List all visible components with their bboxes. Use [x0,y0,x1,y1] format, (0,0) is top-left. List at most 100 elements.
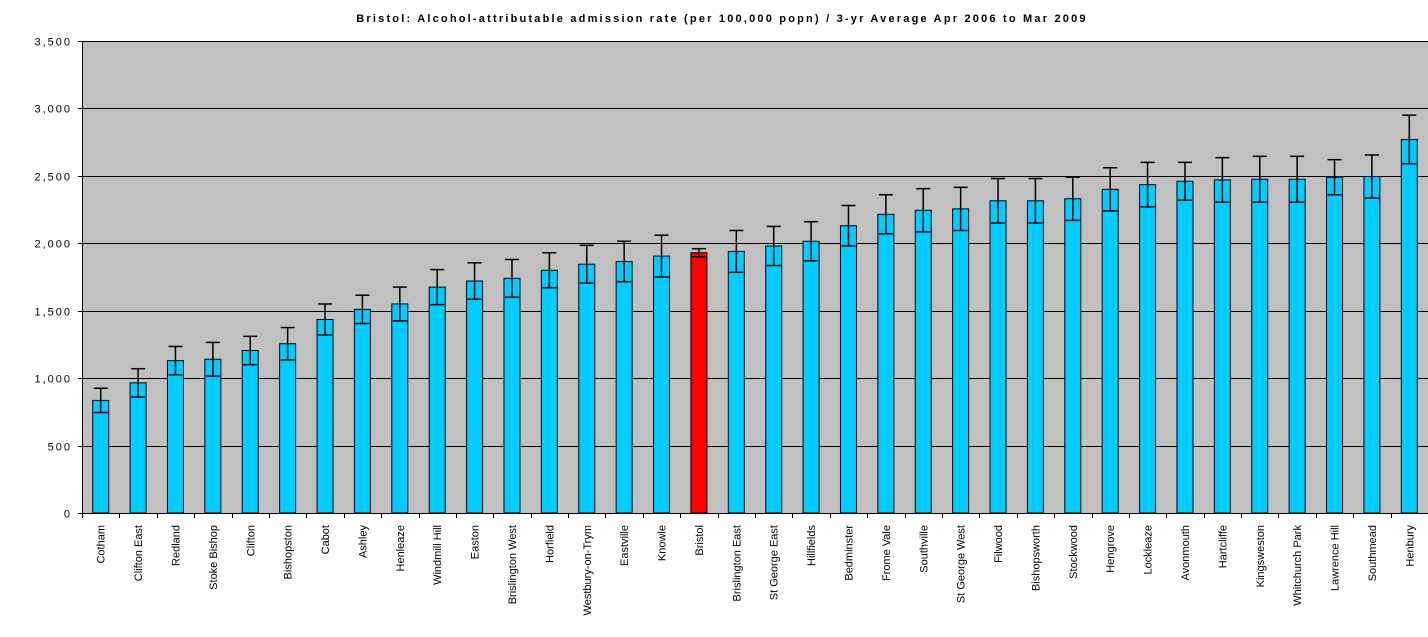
error-bar-st-george-west [953,186,968,232]
bar-avonmouth [1176,180,1194,514]
error-bar-brislington-west [504,258,519,298]
bar-easton [466,280,484,514]
bar-bristol [690,252,708,514]
x-axis-labels: Cotham Clifton East Redland Stoke Bishop Cli… [82,513,1416,615]
error-bar-hartcliffe [1215,156,1230,203]
y-tick-label: 0 [64,509,72,521]
error-bar-easton [467,262,482,301]
bar-lockleaze [1139,184,1157,514]
x-tick-label: Windmill Hill [432,525,444,585]
error-bar-stoke-bishop [205,341,220,377]
x-tick-label: Ashley [357,525,369,559]
bars [92,138,1418,514]
gridlines [82,41,1428,447]
x-tick-label: Bishopsworth [1030,525,1042,591]
error-bar-ashley [355,294,370,325]
bar-clifton [241,349,259,514]
x-tick-label: Bristol [694,525,706,556]
bar-whitchurch-park [1288,178,1306,514]
bar-stockwood [1064,198,1082,514]
error-bar-clifton [243,335,258,366]
x-tick-label: Knowle [657,525,669,561]
x-tick-label: Henbury [1404,525,1416,567]
error-bar-st-george-east [766,225,781,267]
y-tick-label: 2,500 [34,172,72,184]
bar-hartcliffe [1213,179,1231,514]
bar-henleaze [391,303,409,514]
error-bar-horfield [542,251,557,289]
error-bar-avonmouth [1177,161,1192,201]
bar-windmill-hill [428,286,446,514]
x-tick-label: Bishopston [283,525,295,579]
bar-hillfields [802,240,820,514]
x-tick-label: Avonmouth [1180,525,1192,580]
x-tick-label: Southville [918,525,930,573]
bar-bedminster [839,225,857,514]
bar-southville [914,209,932,514]
x-tick-label: Cotham [96,525,108,564]
bar-kingsweston [1251,178,1269,514]
x-tick-label: Lockleaze [1143,525,1155,575]
x-tick-label: Filwood [993,525,1005,563]
bar-brislington-west [503,277,521,514]
x-tick-label: Horfield [544,525,556,563]
error-bar-kingsweston [1252,155,1267,203]
bar-redland [166,360,184,514]
x-tick-label: Redland [170,525,182,566]
error-bar-westbury-on-trym [579,244,594,284]
error-bar-filwood [991,177,1006,224]
error-bars [93,114,1417,414]
error-bar-henbury [1402,114,1417,165]
y-tick-label: 2,000 [34,239,72,251]
x-tick-label: Stockwood [1068,525,1080,579]
error-bar-southmead [1364,154,1379,199]
y-tick-label: 1,500 [34,307,72,319]
bar-clifton-east [129,382,147,514]
bar-bishopston [279,343,297,514]
error-bar-bishopsworth [1028,177,1043,224]
bar-stoke-bishop [204,358,222,514]
error-bar-knowle [654,234,669,278]
error-bar-bedminster [841,204,856,247]
error-bar-bishopston [280,326,295,361]
error-bar-southville [916,187,931,233]
bar-ashley [353,308,371,514]
error-bar-henleaze [392,286,407,322]
y-tick-label: 3,000 [34,104,72,116]
bar-westbury-on-trym [578,263,596,514]
error-bar-whitchurch-park [1290,155,1305,203]
y-tick-label: 3,500 [34,37,72,49]
x-tick-label: Frome Vale [881,525,893,581]
bar-brislington-east [727,250,745,514]
plot-area [82,41,1428,513]
x-tick-label: Easton [470,525,482,559]
bar-southmead [1363,176,1381,514]
chart-title: Bristol: Alcohol-attributable admission … [356,13,1088,25]
bar-cotham [92,399,110,514]
bar-cabot [316,318,334,514]
x-tick-label: Lawrence Hill [1330,525,1342,591]
error-bar-hillfields [804,220,819,262]
bar-st-george-west [952,208,970,514]
x-tick-label: Kingsweston [1255,525,1267,587]
x-tick-label: Henleaze [395,525,407,571]
x-tick-label: Hartcliffe [1217,525,1229,568]
error-bar-lockleaze [1140,161,1155,208]
error-bar-frome-vale [878,193,893,235]
error-bar-hengrove [1103,167,1118,212]
bar-knowle [653,255,671,514]
x-tick-label: Hillfields [806,525,818,566]
x-tick-label: Eastville [619,525,631,566]
x-tick-label: Clifton East [133,525,145,581]
y-axis-ticks: 0 500 1,000 1,500 2,000 2,500 3,000 3,500 [34,37,82,521]
error-bar-redland [168,345,183,376]
bar-eastville [615,260,633,514]
x-tick-label: Cabot [320,525,332,554]
bar-bishopsworth [1026,200,1044,514]
y-tick-label: 1,000 [34,374,72,386]
bar-filwood [989,200,1007,514]
error-bar-cotham [93,387,108,414]
bar-henbury [1400,138,1418,514]
